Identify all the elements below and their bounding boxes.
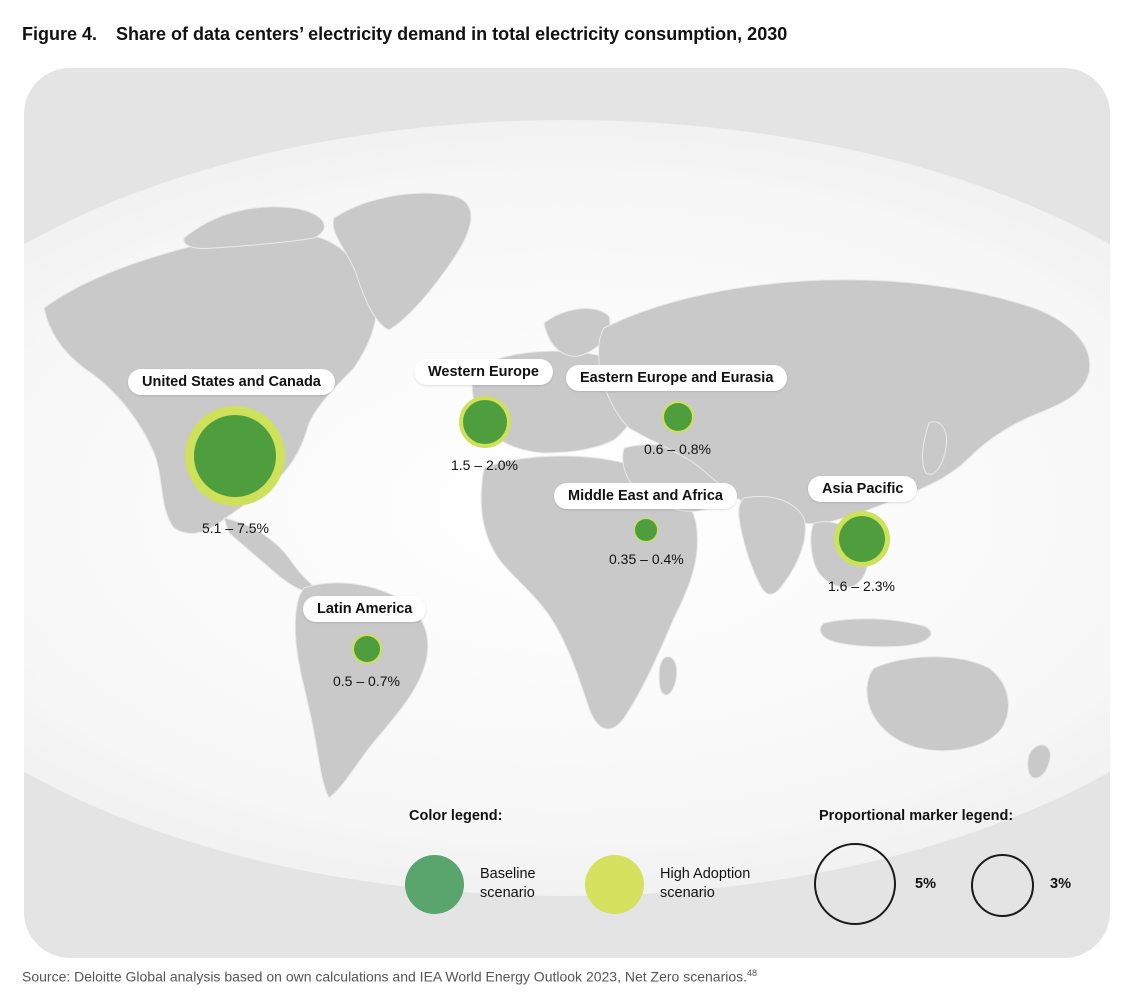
land-greenland	[332, 192, 472, 331]
figure-title-row: Figure 4. Share of data centers’ electric…	[22, 24, 787, 45]
marker-baseline-us-canada	[193, 414, 277, 498]
region-label-us-canada: United States and Canada	[128, 369, 335, 395]
source-footnote-number: 48	[747, 968, 758, 978]
high-adoption-swatch	[585, 855, 644, 914]
color-legend-title: Color legend:	[409, 808, 503, 824]
marker-legend-large-ring	[814, 843, 896, 925]
marker-baseline-middle-east-africa	[635, 519, 657, 541]
region-value-eastern-europe-eurasia: 0.6 – 0.8%	[644, 441, 711, 457]
region-label-western-europe: Western Europe	[414, 359, 553, 385]
source-note: Source: Deloitte Global analysis based o…	[22, 968, 757, 985]
marker-legend-small-label: 3%	[1050, 876, 1071, 892]
land-new-zealand	[1027, 744, 1051, 779]
land-canada-islands	[183, 206, 325, 249]
figure-number: Figure 4.	[22, 24, 98, 44]
source-text: Source: Deloitte Global analysis based o…	[22, 968, 748, 985]
marker-baseline-eastern-europe-eurasia	[663, 402, 693, 432]
marker-legend-large-label: 5%	[915, 876, 936, 892]
land-japan	[921, 421, 948, 475]
figure-title: Share of data centers’ electricity deman…	[116, 24, 788, 44]
baseline-swatch	[405, 855, 464, 914]
region-value-western-europe: 1.5 – 2.0%	[451, 457, 518, 473]
land-madagascar	[658, 656, 678, 696]
world-map	[24, 120, 1110, 896]
marker-baseline-asia-pacific	[838, 515, 886, 563]
marker-baseline-western-europe	[462, 399, 508, 445]
high-adoption-legend-label: High Adoption scenario	[660, 866, 751, 901]
marker-legend-small-ring	[971, 854, 1034, 917]
region-label-eastern-europe-eurasia: Eastern Europe and Eurasia	[566, 365, 788, 391]
region-label-asia-pacific: Asia Pacific	[808, 476, 918, 502]
land-indonesia	[819, 618, 932, 648]
region-value-middle-east-africa: 0.35 – 0.4%	[609, 551, 684, 567]
region-value-latin-america: 0.5 – 0.7%	[333, 673, 400, 689]
baseline-legend-label: Baseline scenario	[480, 866, 536, 901]
region-label-middle-east-africa: Middle East and Africa	[554, 483, 737, 509]
land-australia	[866, 656, 1009, 752]
region-label-latin-america: Latin America	[303, 596, 427, 622]
region-value-us-canada: 5.1 – 7.5%	[202, 520, 269, 536]
land-asia	[598, 279, 1091, 525]
land-india	[738, 495, 806, 595]
map-panel: Color legend: Baseline scenario High Ado…	[24, 68, 1110, 958]
region-value-asia-pacific: 1.6 – 2.3%	[828, 578, 895, 594]
marker-baseline-latin-america	[354, 636, 380, 662]
marker-legend-title: Proportional marker legend:	[819, 808, 1014, 824]
